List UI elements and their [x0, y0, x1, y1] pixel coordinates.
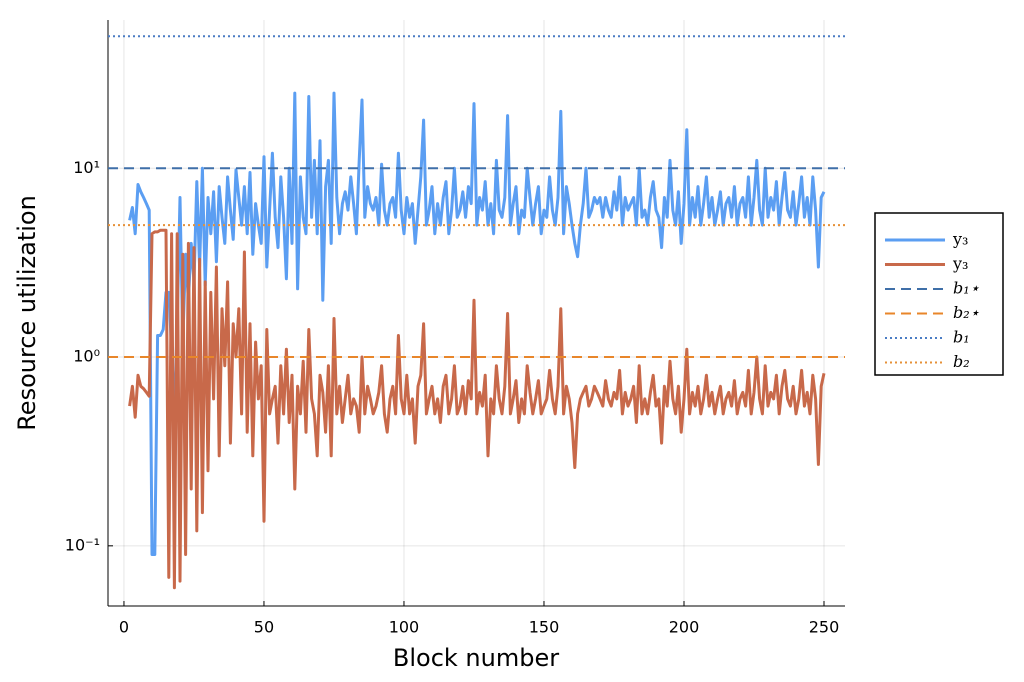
x-tick-label: 0 [119, 618, 129, 637]
y-tick-label: 10⁰ [73, 347, 100, 366]
data-line [128, 228, 826, 590]
legend-label: b₂⋆ [953, 303, 980, 322]
data-line [128, 91, 826, 556]
legend-label: y₃ [952, 254, 968, 273]
y-tick-label: 10⁻¹ [65, 535, 100, 554]
legend-label: b₁⋆ [953, 279, 980, 298]
x-tick-label: 200 [669, 618, 700, 637]
legend-label: y₃ [952, 230, 968, 249]
x-tick-label: 250 [809, 618, 840, 637]
y-axis-label: Resource utilization [13, 195, 41, 431]
x-tick-label: 50 [254, 618, 274, 637]
x-tick-label: 150 [529, 618, 560, 637]
legend-box [874, 212, 1004, 376]
legend-label: b₁ [953, 328, 970, 347]
x-axis-label: Block number [393, 644, 559, 672]
y-tick-label: 10¹ [73, 158, 100, 177]
x-tick-label: 100 [389, 618, 420, 637]
legend-label: b₂ [953, 352, 970, 371]
